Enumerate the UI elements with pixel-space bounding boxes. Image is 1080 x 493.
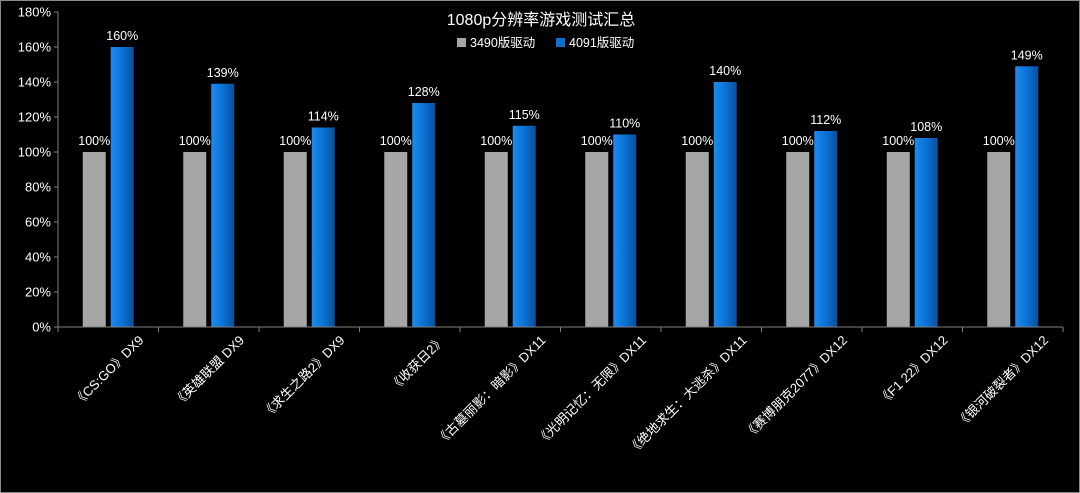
data-label: 100% [78,134,110,148]
data-label: 100% [983,134,1015,148]
bar-driver-3490-7 [786,152,810,327]
x-tick-label: 《英雄联盟 DX9 [170,333,247,410]
x-tick-label: 《收获日2》 [386,333,448,395]
y-tick-label: 120% [18,110,52,125]
bar-driver-4091-1 [211,83,235,327]
y-tick-label: 180% [18,5,52,20]
y-tick-label: 140% [18,75,52,90]
bar-driver-3490-3 [384,152,408,327]
bar-driver-4091-6 [713,82,737,327]
data-label: 100% [882,134,914,148]
x-axis: 《CS:GO》DX9 《英雄联盟 DX9 《求生之路2》DX9 《收获日2》《古墓丽影… [57,326,1064,458]
data-label: 110% [609,117,640,131]
x-tick-label: 《求生之路2》DX9 [259,333,348,422]
bar-driver-3490-4 [484,152,508,327]
bar-driver-4091-0 [110,47,134,327]
y-tick-label: 40% [25,250,51,265]
data-label: 100% [279,134,311,148]
bar-driver-4091-7 [814,131,838,327]
chart-title: 1080p分辨率游戏测试汇总 [447,11,636,29]
legend-label-0: 3490版驱动 [470,36,535,50]
bar-driver-3490-8 [886,152,910,327]
data-label: 149% [1011,48,1043,62]
data-label: 115% [509,108,540,122]
legend: 3490版驱动 4091版驱动 [457,36,634,50]
data-label: 112% [810,113,841,127]
y-tick-label: 80% [25,180,51,195]
legend-label-1: 4091版驱动 [569,36,634,50]
data-label: 100% [581,134,613,148]
data-label: 160% [106,29,138,43]
bar-driver-3490-2 [283,152,307,327]
x-tick-label: 《赛博朋克2077》DX12 [741,333,850,442]
x-tick-label: 《银河破裂者》DX12 [953,333,1051,431]
data-label: 100% [179,134,211,148]
y-tick-label: 100% [18,145,52,160]
y-axis: 0% 20% 40% 60% 80% 100% 120% 140% 160% 180% [18,5,59,335]
legend-swatch-0 [457,38,466,47]
bar-driver-3490-1 [183,152,207,327]
bar-driver-3490-9 [987,152,1011,327]
bar-driver-3490-6 [685,152,709,327]
data-label: 128% [408,85,440,99]
data-label: 140% [709,64,741,78]
x-tick-label: 《古墓丽影：暗影》DX11 [433,333,549,449]
bar-driver-4091-3 [412,103,436,327]
bar-driver-4091-2 [311,127,335,327]
data-label: 100% [380,134,412,148]
y-tick-label: 0% [32,320,51,335]
bar-driver-4091-5 [613,134,637,327]
data-label: 139% [207,66,239,80]
bar-driver-4091-4 [512,125,536,327]
bar-driver-4091-8 [914,138,938,327]
bar-driver-4091-9 [1015,66,1039,327]
legend-swatch-1 [556,38,565,47]
data-label: 114% [308,110,339,124]
x-tick-label: 《绝地求生：大逃杀》DX11 [625,333,750,458]
bar-driver-3490-5 [585,152,609,327]
data-label: 100% [782,134,814,148]
data-label: 108% [910,120,942,134]
y-tick-label: 60% [25,215,51,230]
bar-driver-3490-0 [82,152,106,327]
data-label: 100% [480,134,512,148]
y-tick-label: 20% [25,285,51,300]
x-tick-label: 《光明记忆：无限》DX11 [533,333,649,449]
x-tick-label: 《F1 22》DX12 [875,333,950,408]
data-label: 100% [681,134,713,148]
y-tick-label: 160% [18,40,52,55]
bars: 100% 160% 100% 139% 100% 114% 100% 128% 100% 115%… [78,29,1043,327]
x-tick-label: 《CS:GO》DX9 [70,333,147,410]
